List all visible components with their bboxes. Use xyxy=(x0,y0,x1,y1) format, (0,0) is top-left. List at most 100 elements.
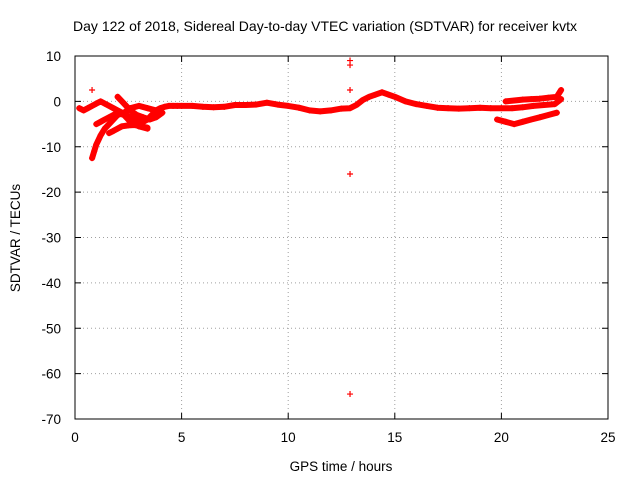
data-point xyxy=(93,100,100,107)
data-point xyxy=(519,118,526,125)
data-point xyxy=(402,98,409,105)
y-tick-label: -70 xyxy=(41,412,61,427)
data-point xyxy=(487,105,494,112)
data-point xyxy=(545,94,552,101)
data-point xyxy=(502,118,509,125)
data-point xyxy=(118,123,125,130)
data-point xyxy=(114,93,121,100)
data-point xyxy=(80,107,87,114)
data-point xyxy=(274,101,281,108)
x-tick-label: 20 xyxy=(494,430,509,445)
y-tick-label: 0 xyxy=(53,94,61,109)
data-point xyxy=(95,136,102,143)
y-tick-label: -30 xyxy=(41,231,61,246)
data-point xyxy=(317,108,324,115)
data-point xyxy=(511,121,518,128)
data-point xyxy=(138,123,145,130)
series-late-lower-arc xyxy=(494,109,560,128)
data-point xyxy=(231,102,238,109)
data-point xyxy=(101,116,108,123)
data-point xyxy=(84,105,91,112)
data-point xyxy=(359,97,366,104)
data-point xyxy=(372,91,379,98)
data-point xyxy=(530,102,537,109)
data-point xyxy=(97,132,104,139)
data-point xyxy=(263,99,270,106)
data-point xyxy=(509,105,516,112)
data-point xyxy=(144,105,151,112)
series-arc-C xyxy=(106,121,151,137)
data-point xyxy=(353,102,360,109)
data-point xyxy=(133,111,140,118)
data-point xyxy=(455,105,462,112)
y-tick-label: -10 xyxy=(41,140,61,155)
x-tick-label: 25 xyxy=(600,430,615,445)
data-point xyxy=(144,124,151,131)
data-point xyxy=(153,107,160,114)
data-point xyxy=(131,121,138,128)
y-tick-label: -60 xyxy=(41,367,61,382)
chart-title: Day 122 of 2018, Sidereal Day-to-day VTE… xyxy=(73,18,577,34)
data-point xyxy=(110,127,117,134)
data-point xyxy=(199,103,206,110)
data-point xyxy=(127,107,134,114)
data-point xyxy=(306,107,313,114)
data-point xyxy=(553,93,560,100)
data-point xyxy=(494,116,501,123)
data-point xyxy=(498,105,505,112)
data-point xyxy=(347,62,354,69)
data-point xyxy=(161,103,168,110)
data-point xyxy=(106,121,113,128)
data-point xyxy=(385,91,392,98)
data-point xyxy=(423,102,430,109)
x-tick-label: 5 xyxy=(178,430,186,445)
y-tick-label: -40 xyxy=(41,276,61,291)
data-point xyxy=(434,104,441,111)
x-tick-label: 15 xyxy=(387,430,402,445)
data-point xyxy=(121,111,128,118)
data-point xyxy=(140,114,147,121)
x-tick-label: 10 xyxy=(281,430,296,445)
data-point xyxy=(528,96,535,103)
data-point xyxy=(347,170,354,177)
data-point xyxy=(97,118,104,125)
data-point xyxy=(221,103,228,110)
data-point xyxy=(327,107,334,114)
data-point xyxy=(153,114,160,121)
data-point xyxy=(101,125,108,132)
data-point xyxy=(338,105,345,112)
grid xyxy=(75,56,608,419)
data-point xyxy=(511,97,518,104)
data-point xyxy=(93,141,100,148)
data-point xyxy=(366,93,373,100)
data-point xyxy=(295,104,302,111)
data-point xyxy=(89,87,96,94)
data-point xyxy=(347,87,354,94)
data-point xyxy=(466,105,473,112)
data-point xyxy=(285,102,292,109)
series-late-upper-arc xyxy=(502,87,565,105)
series-outliers xyxy=(89,57,354,398)
data-point xyxy=(553,109,560,116)
y-tick-label: -20 xyxy=(41,185,61,200)
data-point xyxy=(189,102,196,109)
y-tick-label: 10 xyxy=(46,49,61,64)
data-point xyxy=(519,104,526,111)
data-point xyxy=(110,105,117,112)
data-point xyxy=(413,101,420,108)
y-tick-label: -50 xyxy=(41,321,61,336)
data-point xyxy=(106,102,113,109)
data-point xyxy=(125,122,132,129)
data-point xyxy=(121,100,128,107)
data-point xyxy=(89,102,96,109)
data-point xyxy=(114,125,121,132)
tick-marks xyxy=(74,55,609,420)
x-tick-label: 0 xyxy=(71,430,79,445)
data-point xyxy=(551,101,558,108)
data-point xyxy=(159,109,166,116)
data-point xyxy=(135,102,142,109)
data-point xyxy=(210,104,217,111)
data-point xyxy=(541,102,548,109)
data-point xyxy=(536,114,543,121)
